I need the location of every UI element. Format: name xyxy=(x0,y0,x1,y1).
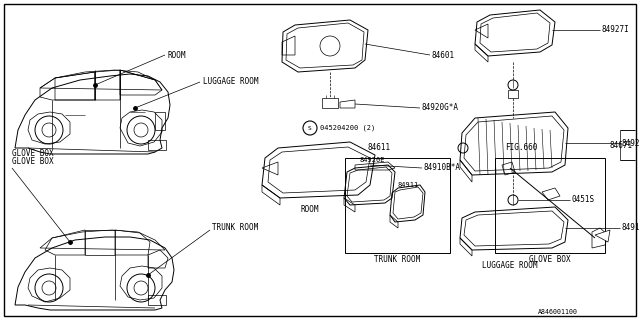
Text: 84910B*A: 84910B*A xyxy=(424,164,461,172)
Text: A846001100: A846001100 xyxy=(538,309,578,315)
Text: 84611: 84611 xyxy=(368,143,391,153)
Text: 84920E: 84920E xyxy=(360,157,385,163)
Text: 84671: 84671 xyxy=(610,140,633,149)
Bar xyxy=(345,158,450,253)
Text: GLOVE BOX: GLOVE BOX xyxy=(529,255,571,265)
Bar xyxy=(148,295,166,305)
Text: 84911: 84911 xyxy=(398,182,419,188)
Bar xyxy=(155,112,165,130)
Text: 84601: 84601 xyxy=(432,51,455,60)
Text: TRUNK ROOM: TRUNK ROOM xyxy=(212,223,259,233)
Text: ROOM: ROOM xyxy=(168,51,186,60)
Text: GLOVE BOX: GLOVE BOX xyxy=(12,157,54,166)
Polygon shape xyxy=(595,230,610,242)
Text: ROOM: ROOM xyxy=(301,205,319,214)
Text: 84920E: 84920E xyxy=(622,139,640,148)
Text: TRUNK ROOM: TRUNK ROOM xyxy=(374,255,420,265)
Bar xyxy=(495,158,605,253)
Text: FIG.660: FIG.660 xyxy=(505,143,538,153)
Text: 84911A: 84911A xyxy=(622,223,640,233)
Text: 84927I: 84927I xyxy=(602,26,630,35)
Text: LUGGAGE ROOM: LUGGAGE ROOM xyxy=(203,77,259,86)
Text: 045204200 (2): 045204200 (2) xyxy=(320,125,375,131)
Bar xyxy=(148,140,166,150)
Text: 84920G*A: 84920G*A xyxy=(422,103,459,113)
Text: LUGGAGE ROOM: LUGGAGE ROOM xyxy=(483,260,538,269)
Text: S: S xyxy=(308,125,312,131)
Text: GLOVE BOX: GLOVE BOX xyxy=(12,148,54,157)
Text: 0451S: 0451S xyxy=(572,196,595,204)
